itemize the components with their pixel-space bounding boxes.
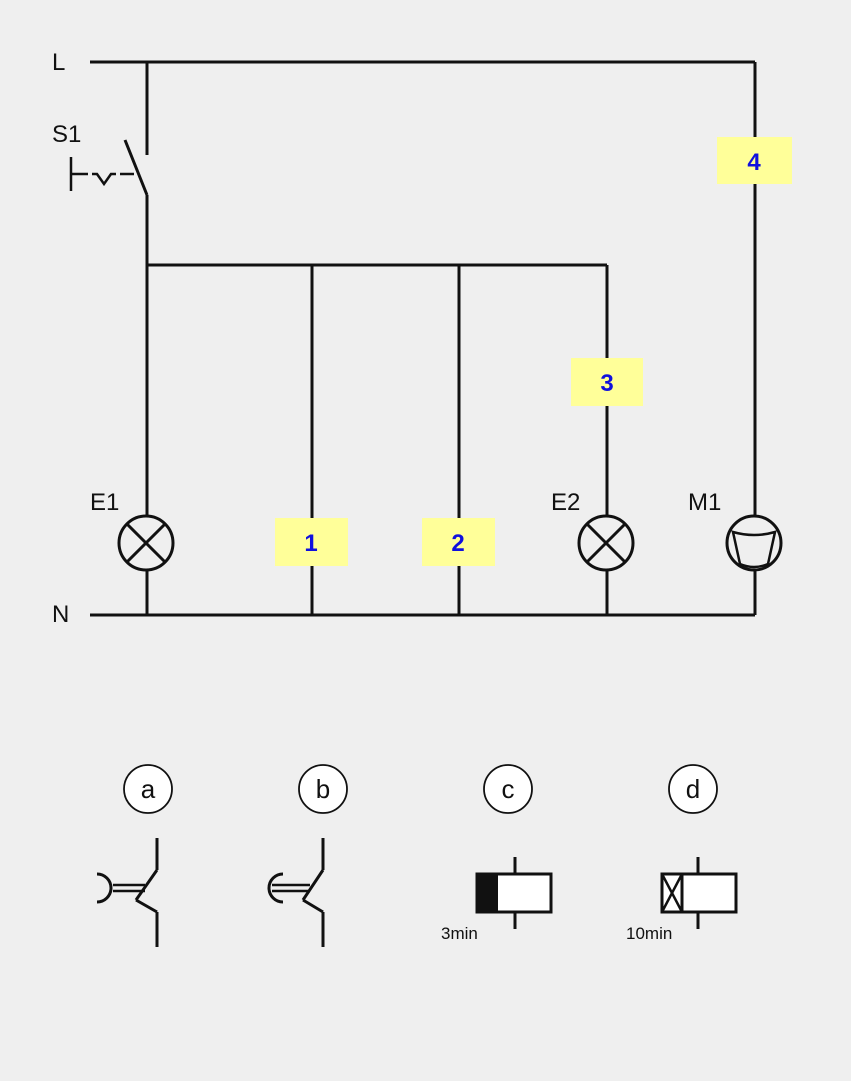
option-d[interactable]: d 10min [626, 764, 738, 943]
slot-3-number: 3 [600, 370, 613, 397]
option-c-badge [483, 764, 533, 814]
off-delay-relay-icon [660, 857, 738, 929]
option-a[interactable]: a [96, 764, 173, 947]
option-b-label: b [316, 774, 330, 804]
slot-1[interactable]: 1 [275, 518, 348, 566]
option-d-badge [668, 764, 718, 814]
switch-label: S1 [52, 121, 81, 148]
fan-motor-icon [725, 514, 783, 572]
switch-s1-icon [69, 62, 149, 265]
lamp-e2-icon [577, 514, 635, 572]
slot-4[interactable]: 4 [717, 137, 792, 184]
option-a-badge [123, 764, 173, 814]
on-delay-relay-icon [475, 857, 553, 929]
pushbutton-nc-icon [96, 838, 159, 947]
neutral-rail-label: N [52, 601, 69, 628]
option-b[interactable]: b [267, 764, 348, 947]
option-c-time: 3min [441, 924, 478, 943]
option-d-time: 10min [626, 924, 672, 943]
slot-2-number: 2 [451, 530, 464, 557]
option-b-badge [298, 764, 348, 814]
lamp-e1-icon [117, 514, 175, 572]
lamp-e2-label: E2 [551, 489, 580, 516]
option-c[interactable]: c 3min [441, 764, 553, 943]
slot-4-number: 4 [747, 149, 761, 176]
option-c-label: c [502, 774, 515, 804]
slot-3[interactable]: 3 [571, 358, 643, 406]
option-a-label: a [141, 774, 156, 804]
slot-2[interactable]: 2 [422, 518, 495, 566]
lamp-e1-label: E1 [90, 489, 119, 516]
slot-1-number: 1 [304, 530, 317, 557]
pushbutton-no-icon [267, 838, 325, 947]
motor-m1-label: M1 [688, 489, 721, 516]
line-rail-label: L [52, 49, 65, 76]
option-d-label: d [686, 774, 700, 804]
